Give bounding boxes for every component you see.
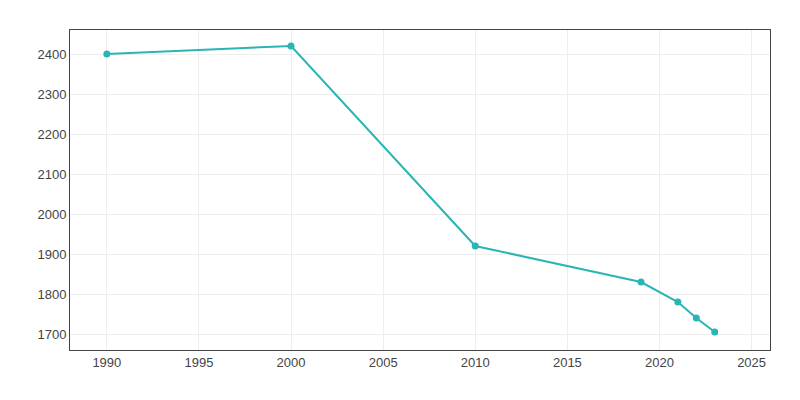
svg-text:2200: 2200: [37, 127, 66, 142]
svg-text:1995: 1995: [184, 355, 213, 370]
svg-text:2300: 2300: [37, 87, 66, 102]
svg-text:2015: 2015: [553, 355, 582, 370]
svg-text:2100: 2100: [37, 167, 66, 182]
svg-text:2005: 2005: [369, 355, 398, 370]
svg-text:1700: 1700: [37, 327, 66, 342]
svg-text:2400: 2400: [37, 47, 66, 62]
svg-text:1990: 1990: [92, 355, 121, 370]
svg-text:2025: 2025: [737, 355, 766, 370]
svg-text:2000: 2000: [277, 355, 306, 370]
svg-text:2000: 2000: [37, 207, 66, 222]
svg-text:1900: 1900: [37, 247, 66, 262]
svg-text:2020: 2020: [645, 355, 674, 370]
svg-text:2010: 2010: [461, 355, 490, 370]
svg-text:1800: 1800: [37, 287, 66, 302]
